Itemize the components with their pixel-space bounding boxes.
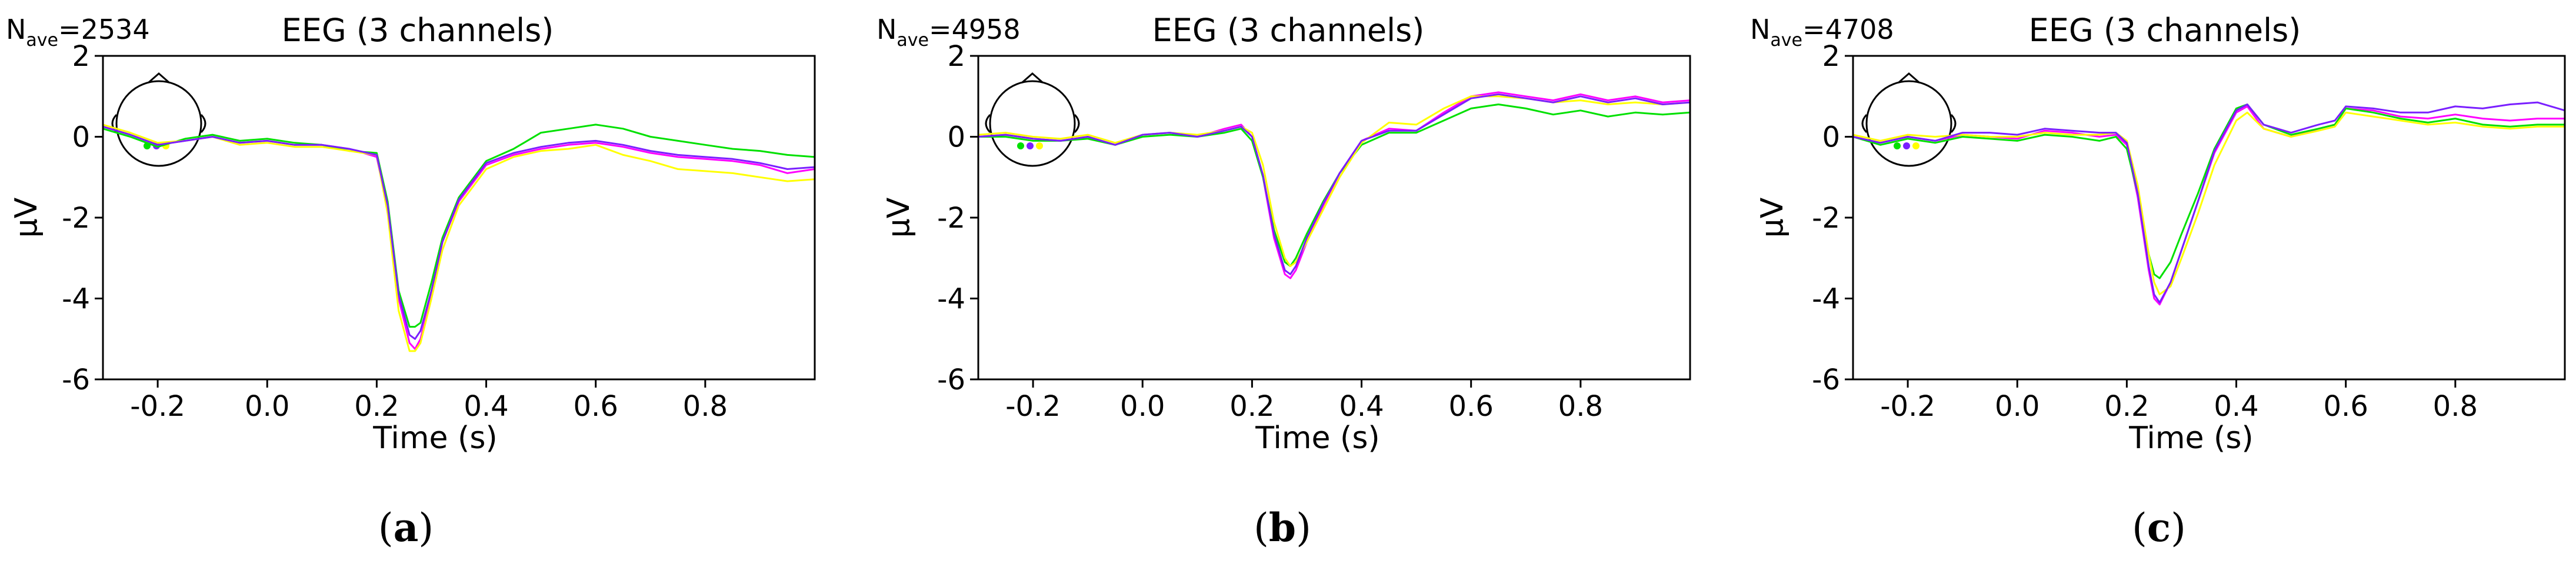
x-tick-label: 0.4 [2214, 390, 2258, 423]
x-tick-label: 0.2 [2104, 390, 2149, 423]
x-axis-label: Time (s) [1255, 421, 1379, 456]
chart-title: EEG (3 channels) [282, 12, 554, 49]
x-tick-label: 0.2 [1229, 390, 1274, 423]
y-axis-label: µV [1755, 197, 1790, 238]
x-tick-label: 0.8 [1558, 390, 1603, 423]
x-tick-label: -0.2 [1880, 390, 1935, 423]
y-tick-label: -4 [62, 283, 90, 316]
nave-label: Nave=4708 [1750, 14, 1894, 51]
nave-label: Nave=2534 [6, 14, 150, 51]
sensor-dot-yellow [1912, 142, 1919, 149]
series-line-2 [102, 124, 816, 352]
sensor-dot-yellow [1036, 142, 1043, 149]
y-tick-label: -4 [937, 283, 965, 316]
plot-area: -0.2 0.0 0.2 0.4 0.6 0.8 2 0 -2 -4 -6 [62, 40, 816, 423]
x-tick-label: 0.6 [1449, 390, 1494, 423]
head-inset [1861, 72, 1957, 167]
subfigure-caption: (b) [1254, 505, 1311, 551]
y-tick-label: 0 [947, 121, 965, 154]
series-line-1 [1852, 104, 2566, 279]
head-outline-icon [989, 80, 1076, 167]
head-outline-icon [115, 80, 202, 167]
y-axis-label: µV [881, 197, 917, 238]
y-tick-label: 0 [72, 121, 90, 154]
left-ear-icon [1861, 114, 1868, 134]
x-tick-label: -0.2 [130, 390, 185, 423]
head-inset [111, 72, 206, 167]
chart-panel-b: Nave=4958 EEG (3 channels) µV Time (s) -… [877, 12, 1691, 551]
sensor-dot-green [1017, 142, 1024, 149]
plot-area: -0.2 0.0 0.2 0.4 0.6 0.8 2 0 -2 -4 -6 [937, 40, 1691, 423]
chart-title: EEG (3 channels) [2029, 12, 2301, 49]
chart-panel-a: Nave=2534 EEG (3 channels) µV Time (s) -… [6, 12, 816, 551]
sensor-dot-purple [1903, 142, 1910, 149]
y-tick-label: 2 [72, 40, 90, 73]
subfigure-caption: (a) [378, 505, 434, 551]
x-tick-label: 0.4 [464, 390, 508, 423]
right-ear-icon [1950, 114, 1957, 134]
nave-label: Nave=4958 [877, 14, 1021, 51]
x-tick-label: 0.6 [574, 390, 618, 423]
x-tick-label: 0.4 [1339, 390, 1384, 423]
head-outline-icon [1865, 80, 1952, 167]
x-tick-label: 0.8 [2433, 390, 2478, 423]
subfigure-caption: (c) [2132, 505, 2186, 551]
x-tick-label: 0.0 [245, 390, 289, 423]
series-line-2 [1852, 111, 2566, 296]
x-tick-label: 0.2 [354, 390, 399, 423]
x-tick-label: 0.0 [1995, 390, 2040, 423]
series-line-3 [1852, 101, 2566, 303]
chart-panel-c: Nave=4708 EEG (3 channels) µV Time (s) -… [1750, 12, 2566, 551]
y-tick-label: 0 [1822, 121, 1840, 154]
sensor-dot-purple [1027, 142, 1034, 149]
y-tick-label: -2 [62, 202, 90, 235]
series-line-1 [102, 124, 816, 328]
x-tick-label: 0.8 [683, 390, 728, 423]
y-tick-label: 2 [947, 40, 965, 73]
y-tick-label: -2 [1812, 202, 1840, 235]
chart-title: EEG (3 channels) [1152, 12, 1425, 49]
plot-area: -0.2 0.0 0.2 0.4 0.6 0.8 2 0 -2 -4 -6 [1812, 40, 2566, 423]
head-inset [985, 72, 1080, 167]
left-ear-icon [985, 114, 991, 134]
sensor-dot-green [1894, 142, 1901, 149]
y-axis-label: µV [9, 197, 44, 238]
y-tick-label: -6 [1812, 363, 1840, 396]
x-axis-label: Time (s) [2128, 421, 2253, 456]
y-tick-label: -6 [62, 363, 90, 396]
y-tick-label: -4 [1812, 283, 1840, 316]
x-tick-label: 0.6 [2324, 390, 2368, 423]
series-line-3 [977, 93, 1691, 275]
x-axis-label: Time (s) [372, 421, 497, 456]
x-tick-label: -0.2 [1005, 390, 1061, 423]
y-tick-label: -2 [937, 202, 965, 235]
x-tick-label: 0.0 [1120, 390, 1165, 423]
right-ear-icon [1074, 114, 1080, 134]
y-tick-label: -6 [937, 363, 965, 396]
series-line-3 [102, 125, 816, 340]
y-tick-label: 2 [1822, 40, 1840, 73]
right-ear-icon [200, 114, 206, 134]
